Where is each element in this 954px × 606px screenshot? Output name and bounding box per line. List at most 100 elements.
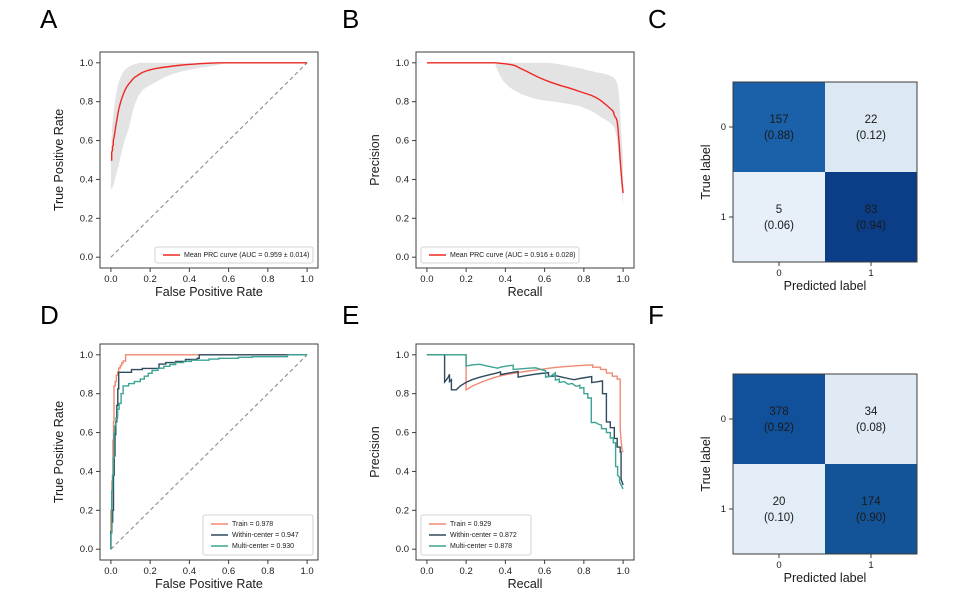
x-axis-label: Recall	[508, 285, 543, 299]
legend-label: Multi-center = 0.878	[450, 543, 512, 550]
y-tick-label: 0.4	[396, 174, 409, 185]
y-tick-label: 1.0	[80, 58, 93, 69]
confidence-band	[495, 62, 624, 207]
matrix-cell-r1c0	[733, 172, 825, 262]
matrix-cell-fraction: (0.10)	[764, 512, 794, 524]
legend-box	[202, 514, 314, 556]
panel-label-b: B	[342, 4, 360, 34]
y-tick-label: 1.0	[396, 58, 409, 69]
y-axis-label: Precision	[368, 426, 382, 477]
x-tick-label: 0.6	[538, 274, 551, 285]
matrix-cell-r0c0	[733, 82, 825, 172]
y-tick-label: 0.0	[396, 544, 409, 555]
panel-f-confusion-matrix: 378(0.92)34(0.08)20(0.10)174(0.90)0 101Pr…	[699, 373, 918, 585]
x-axis-label: False Positive Rate	[155, 577, 263, 591]
matrix-cell-r0c0	[733, 374, 825, 464]
x-tick-label: 0.2	[144, 566, 157, 577]
y-tick-label: 0.6	[396, 136, 409, 147]
matrix-cell-r1c1	[825, 172, 917, 262]
y-tick-label: 1.0	[80, 350, 93, 361]
matrix-border	[732, 373, 918, 555]
y-tick-label: 0.8	[80, 389, 93, 400]
y-tick-label: 1	[721, 212, 726, 223]
matrix-cell-fraction: (0.08)	[856, 422, 886, 434]
x-tick-label: 0	[776, 560, 781, 571]
matrix-cell-count: 83	[865, 204, 878, 216]
legend-label: Within-center = 0.872	[450, 532, 517, 539]
y-tick-label: 0.4	[396, 466, 409, 477]
matrix-cell-count: 378	[769, 406, 788, 418]
series-line-mean-prc-curve	[110, 62, 308, 161]
x-tick-label: 0.0	[104, 566, 117, 577]
panel-c-confusion-matrix: 157(0.88)22(0.12)5(0.06)83(0.94)0 101Pred…	[699, 81, 918, 293]
y-tick-label: 0.6	[396, 428, 409, 439]
y-tick-label: 0.2	[396, 213, 409, 224]
axes-box	[415, 343, 635, 561]
x-tick-label: 0.6	[222, 274, 235, 285]
panel-e-prc-chart: 0.0 0.0 0.2 0.2 0.4 0.4 0.6 0.6 0.8 0.8 1.0 1.0 Reca…	[368, 343, 635, 591]
matrix-cell-fraction: (0.92)	[764, 422, 794, 434]
x-tick-label: 0.2	[144, 274, 157, 285]
panel-label-e: E	[342, 300, 360, 330]
matrix-cell-count: 5	[776, 204, 782, 216]
legend-label: Mean PRC curve (AUC = 0.916 ± 0.028)	[450, 252, 575, 259]
x-tick-label: 0.8	[577, 566, 590, 577]
panel-a-roc-chart: 0.0 0.0 0.2 0.2 0.4 0.4 0.6 0.6 0.8 0.8 1.0 1.0 Fals…	[52, 51, 319, 299]
panel-label-f: F	[648, 300, 664, 330]
x-tick-label: 0.4	[499, 566, 512, 577]
axes-box	[99, 343, 319, 561]
matrix-cell-count: 20	[773, 496, 786, 508]
x-tick-label: 0.4	[183, 566, 196, 577]
matrix-cell-r1c1	[825, 464, 917, 554]
matrix-cell-count: 174	[861, 496, 881, 508]
y-tick-label: 0.2	[80, 213, 93, 224]
matrix-cell-count: 157	[769, 114, 788, 126]
x-tick-label: 1.0	[616, 566, 629, 577]
axes-box	[415, 51, 635, 269]
confidence-band	[110, 62, 308, 190]
x-tick-label: 1.0	[300, 274, 313, 285]
x-axis-label: Predicted label	[784, 279, 867, 293]
x-tick-label: 1	[868, 560, 873, 571]
panel-label-a: A	[40, 4, 58, 34]
x-tick-label: 1	[868, 268, 873, 279]
x-tick-label: 0.4	[499, 274, 512, 285]
x-tick-label: 0.6	[222, 566, 235, 577]
y-tick-label: 1.0	[396, 350, 409, 361]
panel-label-d: D	[40, 300, 59, 330]
series-line-multi-center	[426, 354, 624, 490]
x-tick-label: 1.0	[616, 274, 629, 285]
x-tick-label: 0.0	[104, 274, 117, 285]
x-tick-label: 0.2	[460, 274, 473, 285]
matrix-cell-count: 22	[865, 114, 878, 126]
y-tick-label: 0.2	[396, 505, 409, 516]
y-tick-label: 0.2	[80, 505, 93, 516]
x-tick-label: 1.0	[300, 566, 313, 577]
y-axis-label: True Positive Rate	[52, 401, 66, 503]
legend-box	[154, 246, 314, 264]
x-tick-label: 0.0	[420, 566, 433, 577]
x-axis-label: Predicted label	[784, 571, 867, 585]
series-line-multi-center	[110, 354, 308, 550]
series-line-mean-prc-curve	[426, 62, 624, 194]
series-line-within-center	[426, 354, 624, 486]
y-axis-label: True label	[699, 436, 713, 491]
x-tick-label: 0.8	[261, 566, 274, 577]
x-tick-label: 0.8	[261, 274, 274, 285]
matrix-cell-fraction: (0.90)	[856, 512, 886, 524]
legend-label: Train = 0.978	[232, 521, 273, 528]
x-tick-label: 0.6	[538, 566, 551, 577]
legend-label: Mean PRC curve (AUC = 0.959 ± 0.014)	[184, 252, 309, 259]
panel-label-c: C	[648, 4, 667, 34]
y-tick-label: 0.0	[80, 252, 93, 263]
x-axis-label: Recall	[508, 577, 543, 591]
matrix-cell-fraction: (0.12)	[856, 130, 886, 142]
y-tick-label: 0.4	[80, 466, 93, 477]
y-tick-label: 0	[721, 414, 726, 425]
x-tick-label: 0.8	[577, 274, 590, 285]
y-axis-label: True Positive Rate	[52, 109, 66, 211]
x-tick-label: 0	[776, 268, 781, 279]
legend-label: Within-center = 0.947	[232, 532, 299, 539]
matrix-cell-r0c1	[825, 82, 917, 172]
